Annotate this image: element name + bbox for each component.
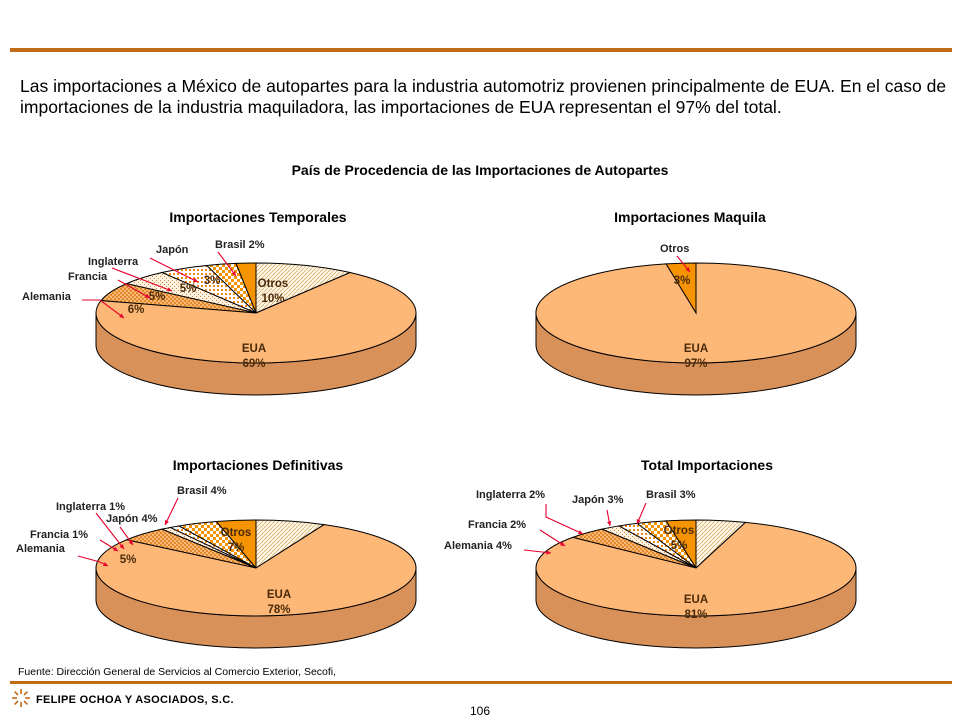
chart-title-maquila: Importaciones Maquila [614, 209, 766, 225]
callout-label-francia: Francia [68, 271, 108, 283]
slice-label-inglaterra: 5% [180, 283, 197, 295]
callout-label-japn: Japón 4% [106, 513, 158, 525]
callout-arrow-icon [193, 278, 198, 282]
intro-text: Las importaciones a México de autopartes… [20, 76, 947, 117]
callout-arrow-icon [578, 530, 583, 535]
pie-0: EUA 69% 6% 5% 5% 3% Otros 10% Alemania Francia Ing… [22, 239, 417, 396]
callout-line-inglaterra [95, 512, 125, 550]
slice-label-otros: Otros 7% [221, 527, 252, 554]
callout-label-francia: Francia 2% [468, 519, 526, 531]
pie-2: EUA 78% 5% Otros 7% Alemania Francia 1% Inglate… [16, 485, 417, 649]
callout-line-brasil [217, 251, 237, 277]
callout-line-alemania [82, 299, 125, 319]
chart-title-total: Total Importaciones [641, 457, 773, 473]
callout-arrow-icon [607, 521, 612, 526]
callout-arrow-icon [231, 271, 236, 276]
source-note: Fuente: Dirección General de Servicios a… [18, 666, 337, 678]
pie-slice-eua [95, 272, 417, 364]
callout-line-francia [539, 529, 566, 547]
slice-label-alemania: 6% [128, 304, 145, 316]
callout-label-brasil: Brasil 2% [215, 239, 265, 251]
callout-line-francia [117, 279, 151, 299]
callout-arrow-icon [636, 519, 641, 524]
callout-arrow-icon [560, 541, 565, 546]
callout-line-inglaterra [111, 267, 173, 292]
callout-label-alemania: Alemania [22, 291, 72, 303]
callout-line-alemania [523, 549, 552, 554]
callout-arrow-icon [128, 540, 133, 545]
callout-label-inglaterra: Inglaterra [88, 256, 139, 268]
main-title: País de Procedencia de las Importaciones… [291, 162, 669, 178]
callout-label-francia: Francia 1% [30, 529, 88, 541]
company-name: FELIPE OCHOA Y ASOCIADOS, S.C. [36, 694, 234, 706]
callout-arrow-icon [113, 546, 118, 551]
slice-label-japn: 3% [204, 275, 221, 287]
callout-arrow-icon [103, 562, 108, 566]
pie-1: EUA 97% 3% Otros [535, 243, 857, 396]
callout-arrow-icon [546, 550, 551, 555]
pie-slice-eua [95, 524, 417, 617]
slice-label-eua: EUA 97% [684, 343, 708, 370]
callout-label-japn: Japón 3% [572, 494, 624, 506]
slice-label-otros: Otros 10% [258, 278, 289, 305]
callout-label-brasil: Brasil 3% [646, 489, 696, 501]
slice-label-otros: Otros 5% [664, 525, 695, 552]
company-logo-icon [12, 689, 30, 707]
callout-label-brasil: Brasil 4% [177, 485, 227, 497]
top-rule [10, 48, 952, 52]
pie-3: EUA 81% Otros 5% Alemania 4% Francia 2% Inglat… [444, 489, 857, 649]
callout-label-inglaterra: Inglaterra 2% [476, 489, 545, 501]
callout-arrow-icon [119, 544, 124, 549]
bottom-rule [10, 681, 952, 684]
callout-line-inglaterra [545, 504, 584, 535]
callout-line-brasil [164, 497, 179, 526]
callout-arrow-icon [167, 287, 172, 292]
pie-slice-eua [535, 521, 857, 617]
chart-title-temporales: Importaciones Temporales [169, 209, 347, 225]
pie-slice-otros [255, 262, 352, 314]
pie-slice-eua [535, 262, 857, 364]
callout-line-japn [149, 257, 199, 283]
callout-arrow-icon [164, 520, 169, 525]
callout-label-otros: Otros [660, 243, 689, 255]
callout-label-inglaterra: Inglaterra 1% [56, 501, 125, 513]
callout-arrow-icon [119, 313, 124, 318]
callout-label-alemania: Alemania [16, 543, 66, 555]
callout-arrow-icon [685, 267, 690, 272]
page-number: 106 [469, 704, 491, 718]
slice-label-francia: 5% [149, 291, 166, 303]
slice-label-alemania: 5% [120, 554, 137, 566]
slice-label-eua: EUA 69% [242, 343, 266, 370]
callout-label-japn: Japón [156, 244, 189, 256]
callout-arrow-icon [145, 293, 150, 298]
slice-label-eua: EUA 78% [267, 589, 291, 616]
slice-label-otros: 3% [674, 275, 691, 287]
callout-label-alemania: Alemania 4% [444, 540, 512, 552]
slice-label-eua: EUA 81% [684, 594, 708, 621]
chart-title-definitivas: Importaciones Definitivas [172, 457, 344, 473]
